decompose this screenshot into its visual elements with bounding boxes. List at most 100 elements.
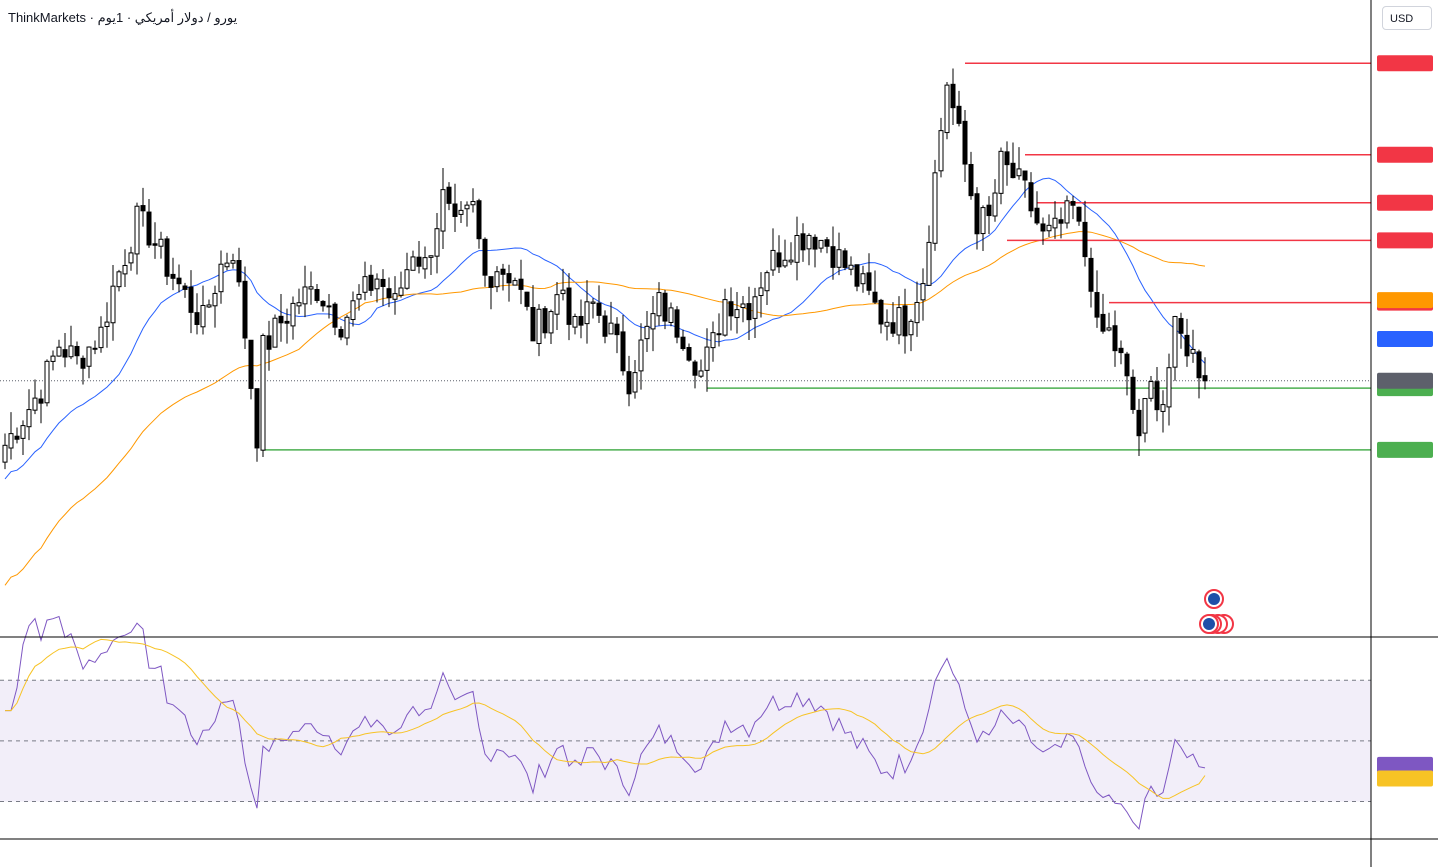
candle-body xyxy=(548,311,554,334)
candle-body xyxy=(920,283,926,301)
candle-body xyxy=(1040,223,1046,232)
candle-body xyxy=(644,325,650,340)
candle-body xyxy=(134,205,140,255)
candle-body xyxy=(110,285,116,324)
candle-body xyxy=(842,250,848,268)
candle-body xyxy=(44,360,50,404)
candle-body xyxy=(188,286,194,313)
candle-body xyxy=(776,252,782,268)
candle-body xyxy=(164,238,170,277)
candle-body xyxy=(962,120,968,165)
candle-body xyxy=(1034,207,1040,224)
candle-body xyxy=(326,305,332,308)
candle-body xyxy=(206,304,212,308)
candle-body xyxy=(1016,168,1022,177)
candle-body xyxy=(626,371,632,395)
level-price-tag-bg xyxy=(1377,55,1433,72)
candle-body xyxy=(620,331,626,372)
candle-body xyxy=(884,321,890,327)
candle-body xyxy=(68,345,74,358)
candle-body xyxy=(986,204,992,217)
candle-body xyxy=(704,346,710,371)
candle-body xyxy=(1094,292,1100,318)
candle-body xyxy=(722,299,728,336)
candle-body xyxy=(410,256,416,271)
candle-body xyxy=(1076,206,1082,222)
ma-fast-price-tag-bg xyxy=(1377,331,1433,348)
candle-body xyxy=(116,271,122,288)
candle-body xyxy=(284,320,290,324)
candle-body xyxy=(362,276,368,293)
candle-body xyxy=(632,372,638,393)
candle-body xyxy=(698,370,704,377)
candle-body xyxy=(278,315,284,324)
candle-body xyxy=(176,277,182,285)
candle-body xyxy=(662,292,668,322)
candle-body xyxy=(1022,170,1028,181)
candle-body xyxy=(1010,162,1016,179)
candle-body xyxy=(398,287,404,296)
candle-body xyxy=(1160,404,1166,412)
candle-body xyxy=(1052,217,1058,229)
candle-body xyxy=(74,345,80,357)
ma-slow-price-tag-bg xyxy=(1377,292,1433,309)
candle-body xyxy=(56,346,62,357)
candle-body xyxy=(560,289,566,295)
eu-flag-icon xyxy=(1203,618,1215,630)
candle-body xyxy=(38,398,44,404)
candle-body xyxy=(980,207,986,235)
candle-body xyxy=(656,292,662,317)
candle-body xyxy=(638,339,644,372)
candle-body xyxy=(296,302,302,307)
candle-body xyxy=(1190,348,1196,354)
candle-body xyxy=(518,278,524,290)
candle-body xyxy=(608,322,614,335)
candle-body xyxy=(80,357,86,369)
candle-body xyxy=(1112,325,1118,352)
candle-body xyxy=(914,301,920,324)
candle-body xyxy=(1142,398,1148,434)
candle-body xyxy=(1028,182,1034,212)
candle-body xyxy=(716,333,722,336)
candle-body xyxy=(1046,224,1052,232)
candle-body xyxy=(734,309,740,319)
candle-body xyxy=(356,293,362,300)
candle-body xyxy=(314,289,320,301)
candle-body xyxy=(392,293,398,300)
candle-body xyxy=(596,302,602,316)
candle-body xyxy=(818,239,824,249)
candle-body xyxy=(1130,376,1136,410)
candle-body xyxy=(992,192,998,217)
candle-body xyxy=(554,294,560,315)
level-price-tag-bg xyxy=(1377,441,1433,458)
candle-body xyxy=(488,276,494,288)
candle-body xyxy=(782,259,788,267)
candle-body xyxy=(344,316,350,339)
candle-body xyxy=(1064,200,1070,224)
moving-average-line-20 xyxy=(4,177,1206,480)
currency-button[interactable]: USD xyxy=(1382,6,1432,30)
candle-body xyxy=(464,204,470,210)
candle-body xyxy=(938,130,944,172)
candle-body xyxy=(320,300,326,307)
candle-body xyxy=(1166,367,1172,408)
candle-body xyxy=(1070,201,1076,206)
candle-body xyxy=(1058,219,1064,224)
candle-body xyxy=(140,205,146,212)
eu-flag-icon xyxy=(1208,593,1220,605)
candle-body xyxy=(512,280,518,286)
level-price-tag-bg xyxy=(1377,146,1433,163)
candle-body xyxy=(932,172,938,244)
candle-body xyxy=(1088,257,1094,292)
candle-body xyxy=(128,252,134,264)
candle-body xyxy=(212,292,218,307)
rsi-line xyxy=(5,615,1206,830)
rsi-ma-line xyxy=(5,638,1206,799)
candle-body xyxy=(956,105,962,124)
candle-body xyxy=(62,349,68,358)
candle-body xyxy=(104,321,110,328)
candle-body xyxy=(1184,334,1190,357)
candle-body xyxy=(530,307,536,342)
candle-body xyxy=(446,186,452,204)
